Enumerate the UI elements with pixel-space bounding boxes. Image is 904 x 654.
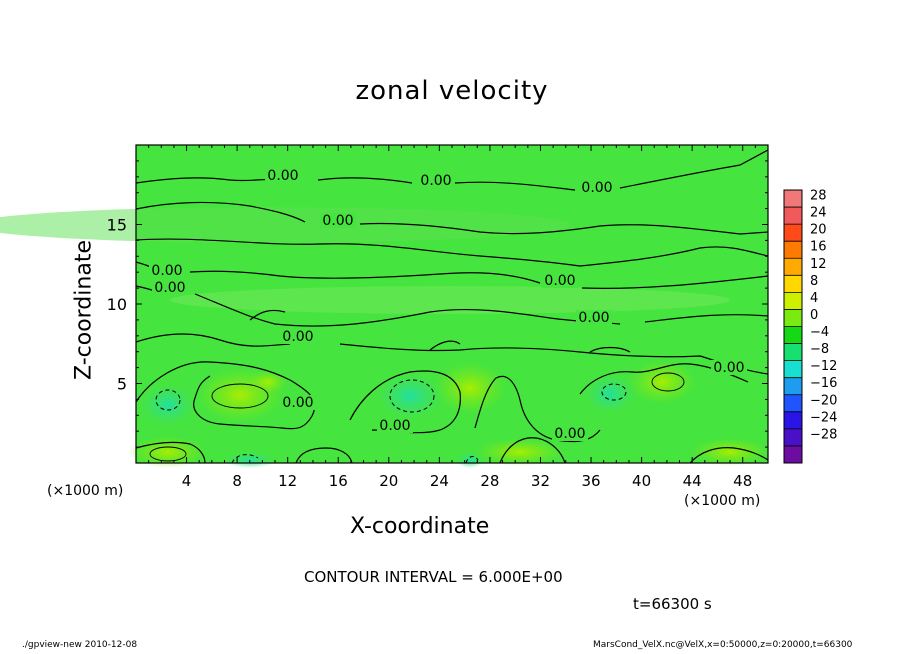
colorbar-swatch bbox=[784, 343, 802, 361]
colorbar-label: −16 bbox=[810, 376, 837, 391]
x-tick-label: 4 bbox=[182, 472, 192, 490]
colorbar-swatch bbox=[784, 207, 802, 225]
colorbar-swatch bbox=[784, 428, 802, 446]
contour-label: 0.00 bbox=[581, 180, 612, 196]
x-tick-label: 36 bbox=[581, 472, 600, 490]
contour-label-bg bbox=[579, 180, 615, 195]
colorbar-swatch bbox=[784, 292, 802, 310]
colorbar-label: −4 bbox=[810, 325, 829, 340]
x-tick-label: 20 bbox=[379, 472, 398, 490]
contour-label-bg bbox=[265, 168, 301, 183]
chart-title: zonal velocity bbox=[355, 76, 549, 106]
x-unit-label-right: (×1000 m) bbox=[684, 493, 761, 509]
contour-label-bg bbox=[280, 329, 316, 344]
colorbar-swatch bbox=[784, 190, 802, 208]
contour-label-bg bbox=[552, 426, 588, 441]
footer-source: MarsCond_VelX.nc@VelX,x=0:50000,z=0:2000… bbox=[593, 640, 853, 650]
contour-lines-inner bbox=[149, 372, 685, 462]
contour-label: 0.00 bbox=[578, 310, 609, 326]
contour-label-bg bbox=[418, 173, 454, 188]
colorbar-swatch bbox=[784, 411, 802, 429]
y-tick-label: 15 bbox=[107, 216, 127, 235]
contour-label: 0.00 bbox=[420, 173, 451, 189]
contour-label: 0.00 bbox=[322, 213, 353, 229]
colorbar-swatch bbox=[784, 241, 802, 259]
contour-lines-dashed bbox=[155, 379, 627, 464]
x-unit-label-left: (×1000 m) bbox=[47, 483, 124, 499]
y-tick-label: 10 bbox=[107, 295, 127, 314]
time-label: t=66300 s bbox=[633, 595, 712, 613]
contour-label: 0.00 bbox=[554, 426, 585, 442]
x-tick-label: 28 bbox=[480, 472, 499, 490]
contour-label: 0.00 bbox=[267, 168, 298, 184]
colorbar-label: 0 bbox=[810, 308, 818, 323]
x-axis-label: X-coordinate bbox=[350, 514, 490, 539]
colorbar-swatch bbox=[784, 224, 802, 242]
x-axis: 4 8 12 16 20 24 28 32 36 40 44 48 bbox=[135, 145, 769, 490]
contour-label: 0.00 bbox=[282, 395, 313, 411]
contour-labels: 0.00 0.00 0.000.000.000.00 0.000.000.000.00… bbox=[149, 168, 747, 442]
colorbar-swatch bbox=[784, 258, 802, 276]
footer-program: ./gpview-new 2010-12-08 bbox=[22, 640, 138, 650]
colorbar-label: 16 bbox=[810, 240, 827, 255]
colorbar-label: 20 bbox=[810, 223, 827, 238]
colorbar-label: −24 bbox=[810, 410, 837, 425]
x-tick-label: 44 bbox=[683, 472, 702, 490]
colorbar-label: −28 bbox=[810, 427, 837, 442]
contour-label-bg bbox=[711, 360, 747, 375]
contour-label-bg bbox=[377, 418, 413, 433]
contour-label: 0.00 bbox=[154, 280, 185, 296]
colorbar: 28 24 20 16 12 8 4 0 −4 −8 −12 −16 −20 −24 −28 bbox=[783, 189, 837, 464]
contour-label-bg bbox=[576, 310, 612, 325]
contour-label: 0.00 bbox=[713, 360, 744, 376]
x-tick-label: 16 bbox=[329, 472, 348, 490]
colorbar-swatch bbox=[784, 394, 802, 412]
colorbar-label: −8 bbox=[810, 342, 829, 357]
colorbar-label: 28 bbox=[810, 189, 827, 204]
contour-lines bbox=[135, 149, 769, 464]
colorbar-label: −12 bbox=[810, 359, 837, 374]
x-tick-label: 12 bbox=[278, 472, 297, 490]
contour-label-bg bbox=[152, 280, 188, 295]
contour-label: 0.00 bbox=[151, 263, 182, 279]
x-tick-label: 8 bbox=[232, 472, 242, 490]
contour-label: 0.00 bbox=[282, 329, 313, 345]
colorbar-label: 24 bbox=[810, 206, 827, 221]
x-tick-label: 32 bbox=[531, 472, 550, 490]
x-tick-label: 24 bbox=[430, 472, 449, 490]
y-axis: 5 10 15 bbox=[107, 144, 768, 464]
colorbar-swatch bbox=[784, 360, 802, 378]
colorbar-label: 12 bbox=[810, 257, 827, 272]
contour-label-bg bbox=[149, 263, 185, 278]
y-tick-label: 5 bbox=[117, 375, 127, 394]
x-tick-label: 48 bbox=[733, 472, 752, 490]
contour-label: 0.00 bbox=[379, 418, 410, 434]
colorbar-label: 4 bbox=[810, 291, 818, 306]
colorbar-swatch bbox=[784, 377, 802, 395]
y-axis-label: Z-coordinate bbox=[71, 240, 97, 380]
colorbar-label: −20 bbox=[810, 393, 837, 408]
contour-label-bg bbox=[320, 213, 356, 228]
x-tick-label: 40 bbox=[632, 472, 651, 490]
colorbar-swatch bbox=[784, 275, 802, 293]
colorbar-swatch bbox=[784, 445, 802, 463]
colorbar-swatch bbox=[784, 326, 802, 344]
contour-label: 0.00 bbox=[544, 273, 575, 289]
contour-interval-text: CONTOUR INTERVAL = 6.000E+00 bbox=[304, 568, 563, 586]
colorbar-label: 8 bbox=[810, 274, 818, 289]
colorbar-swatch bbox=[784, 309, 802, 327]
contour-label-bg bbox=[542, 273, 578, 288]
contour-label-bg bbox=[280, 395, 316, 410]
